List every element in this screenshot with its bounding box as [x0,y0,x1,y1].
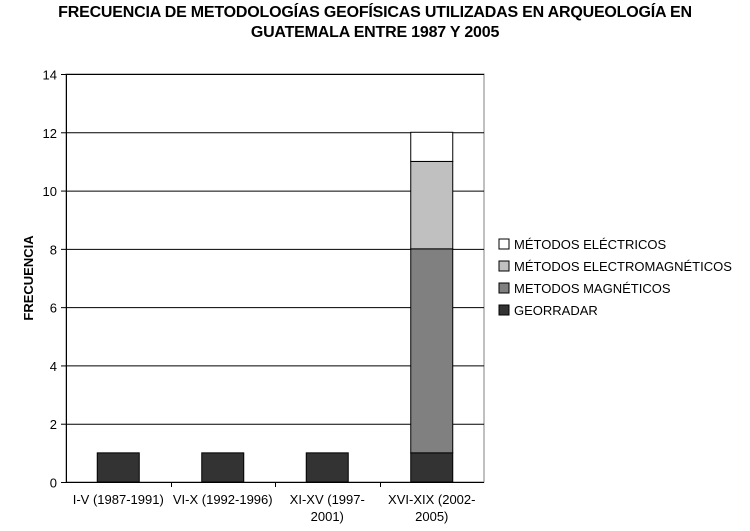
chart-title-line-2: GUATEMALA ENTRE 1987 Y 2005 [250,24,500,41]
legend-label-2: METODOS MAGNÉTICOS [514,281,671,296]
y-tick-label-6: 12 [43,126,57,141]
bar-m-todos-el-ctricos-3 [410,131,454,162]
chart-title-line-1: FRECUENCIA DE METODOLOGÍAS GEOFÍSICAS UT… [58,4,692,21]
legend-swatch-1 [498,260,510,272]
x-tick-label-3-0: XVI-XIX (2002- [388,492,475,507]
x-tick-label-2-1: 2001) [311,509,344,524]
y-tick-label-2: 4 [50,359,57,374]
x-tick-label-0-0: I-V (1987-1991) [73,492,164,507]
x-tick-label-3-1: 2005) [415,509,448,524]
x-tick-label-2-0: XI-XV (1997- [290,492,365,507]
y-tick-label-1: 2 [50,417,57,432]
legend-swatch-3 [498,304,510,316]
legend-label-0: MÉTODOS ELÉCTRICOS [514,237,667,252]
legend-swatch-0 [498,238,510,250]
legend-swatch-2 [498,282,510,294]
y-tick-label-0: 0 [50,476,57,491]
x-tick-label-1-0: VI-X (1992-1996) [173,492,273,507]
bar-georradar-3 [410,452,454,483]
bar-georradar-0 [96,452,140,483]
y-tick-label-7: 14 [43,68,57,83]
y-tick-label-3: 6 [50,301,57,316]
bar-georradar-2 [305,452,349,483]
legend-label-3: GEORRADAR [514,303,598,318]
bar-metodos-magn-ticos-3 [410,248,454,454]
bar-m-todos-electromagn-ticos-3 [410,160,454,250]
y-tick-label-5: 10 [43,184,57,199]
y-tick-label-4: 8 [50,242,57,257]
legend-label-1: MÉTODOS ELECTROMAGNÉTICOS [514,259,732,274]
bar-georradar-1 [201,452,245,483]
y-axis-label: FRECUENCIA [21,235,36,321]
